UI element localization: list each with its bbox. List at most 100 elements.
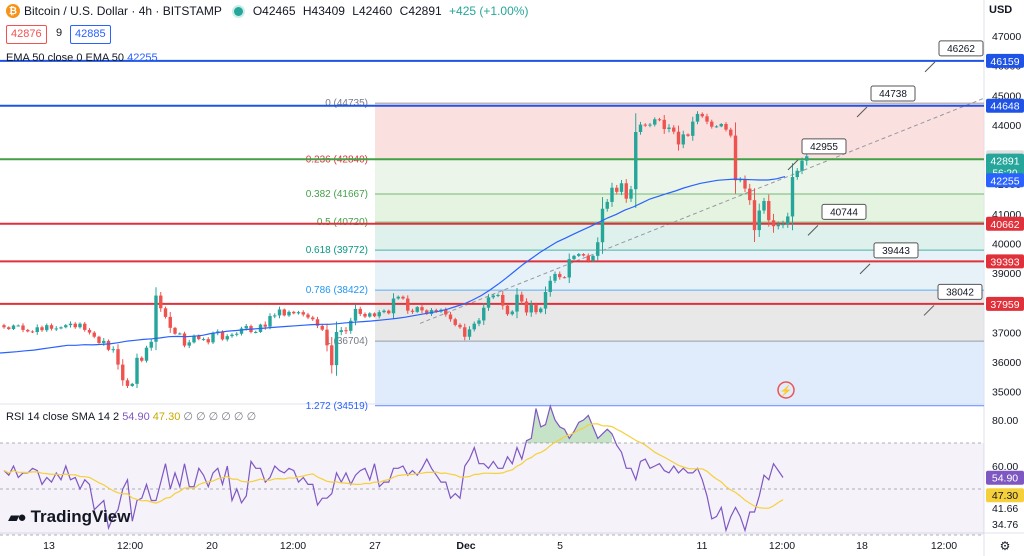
callout-pointer [923, 305, 935, 316]
candle [178, 332, 182, 335]
candle [78, 322, 82, 329]
candle-body [387, 310, 391, 314]
flash-marker-glyph: ⚡ [780, 384, 792, 397]
callout-text: 44738 [879, 89, 907, 100]
candle-body [496, 294, 500, 296]
candle-body [173, 327, 177, 334]
candle-body [178, 333, 182, 335]
candle [591, 254, 595, 263]
candle [486, 294, 491, 311]
candle [662, 115, 666, 134]
candle-body [220, 331, 225, 340]
price-axis-tick: 44000 [992, 120, 1021, 132]
candle-body [154, 295, 158, 342]
candle [173, 326, 177, 335]
rsi-axis-label-text: 54.90 [992, 473, 1018, 485]
candle [800, 157, 804, 175]
candle-body [629, 189, 633, 199]
price-axis-tick: 47000 [992, 31, 1021, 43]
sell-price-button[interactable]: 42876 [6, 25, 47, 44]
candle [643, 123, 647, 127]
candle-body [524, 301, 529, 313]
price-axis-label-bg [986, 254, 1024, 269]
candle [610, 182, 614, 207]
ema-legend[interactable]: EMA 50 close 0 EMA 50 42255 [6, 52, 158, 64]
price-axis-label-text: 40662 [990, 219, 1019, 231]
price-axis-label: 44648 [986, 98, 1024, 113]
candle [2, 323, 6, 329]
candle [781, 220, 785, 229]
candle [719, 123, 723, 128]
candle [548, 276, 552, 297]
time-axis-tick: 12:00 [931, 540, 957, 552]
candle-body [49, 325, 54, 329]
candle-body [605, 201, 609, 209]
buy-price-button[interactable]: 42885 [70, 25, 111, 44]
candle-body [719, 124, 723, 127]
candle-body [610, 187, 614, 202]
candle-body [600, 208, 605, 243]
candle [729, 127, 733, 138]
flash-marker-icon [777, 381, 795, 399]
candle [572, 254, 576, 261]
candle [277, 306, 282, 319]
candle [653, 117, 657, 127]
candle-body [515, 294, 519, 312]
fib-level-label: 0.382 (41667) [306, 189, 368, 200]
candle [600, 197, 605, 254]
candle-body [401, 296, 405, 299]
candle [206, 337, 210, 345]
candle-body [591, 255, 595, 261]
candle-body [254, 332, 258, 334]
price-callout: 46262 [924, 40, 984, 73]
candle-body [543, 292, 548, 309]
candle [629, 185, 633, 203]
price-axis-label: 39393 [986, 254, 1024, 269]
candle [463, 323, 467, 341]
candle [273, 313, 277, 319]
candle-body [353, 308, 358, 321]
callout-text: 38042 [946, 287, 974, 298]
candle-body [410, 310, 415, 312]
candle [121, 359, 125, 386]
candle-body [743, 179, 747, 189]
candle [334, 321, 339, 376]
candle-body [757, 210, 761, 231]
candle [615, 184, 619, 195]
candle-body [68, 323, 73, 326]
price-axis-label-text: 42255 [990, 175, 1019, 187]
candle [420, 304, 424, 314]
candle [596, 237, 600, 261]
candle-body [676, 131, 681, 145]
candle [467, 326, 472, 340]
rsi-line [3, 404, 784, 533]
candle-body [30, 331, 35, 333]
candle-body [800, 160, 804, 171]
candle-body [520, 294, 524, 302]
candle-body [795, 170, 799, 178]
candle [64, 324, 68, 329]
candle [154, 287, 158, 351]
symbol-title[interactable]: Bitcoin / U.S. Dollar · 4h · BITSTAMP [24, 4, 222, 18]
candle-body [197, 335, 201, 340]
rsi-sma-line [3, 423, 784, 509]
candle-body [667, 127, 671, 130]
candle-body [2, 325, 6, 328]
price-callout: 40744 [807, 203, 867, 236]
candle [406, 295, 410, 314]
candle [581, 253, 586, 257]
time-axis-tick: 20 [206, 540, 218, 552]
currency-label[interactable]: USD [989, 4, 1013, 16]
candle [672, 125, 676, 135]
candle-body [562, 277, 567, 279]
candle [349, 317, 353, 334]
candle-body [159, 295, 163, 309]
price-axis-label-bg [986, 53, 1024, 68]
candle-body [149, 341, 153, 348]
rsi-legend[interactable]: RSI 14 close SMA 14 2 54.90 47.30 ∅ ∅ ∅ … [6, 410, 256, 423]
candle-body [277, 309, 282, 316]
price-axis-label-bg [986, 98, 1024, 113]
candle-body [458, 324, 462, 328]
candle-body [368, 313, 372, 317]
